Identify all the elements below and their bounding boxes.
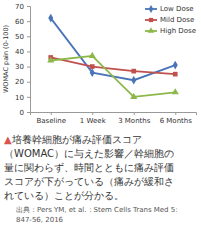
caption-line: れている）ことが分かる。 (4, 190, 124, 201)
caption-line: （WOMAC）に与えた影響／幹細胞の (4, 148, 174, 159)
y-tick-mark (27, 6, 30, 7)
y-tick: 20 (15, 78, 30, 86)
series-marker (173, 61, 178, 70)
series-marker (47, 56, 54, 62)
x-tick-mark (134, 112, 135, 115)
x-axis-line (31, 113, 197, 116)
source-line: 出典：Pers YM, et al.：Stem Cells Trans Med … (16, 206, 178, 214)
legend-marker (149, 5, 154, 13)
y-tick-label: 60 (15, 18, 24, 26)
y-tick-mark (27, 112, 30, 113)
series-line (51, 18, 176, 80)
y-tick-label: 20 (15, 78, 24, 86)
x-tick-label: 1 Week (80, 117, 107, 125)
y-axis-line (27, 7, 31, 113)
y-tick-mark (27, 36, 30, 37)
x-tick: Baseline (36, 112, 66, 125)
y-tick-mark (27, 97, 30, 98)
y-tick-label: 0 (20, 109, 24, 117)
x-tick-mark (92, 112, 93, 115)
legend-label: Mild Dose (160, 16, 194, 24)
x-tick: 3 Months (118, 112, 151, 125)
source-line: 847-56, 2016 (16, 216, 64, 224)
y-tick: 70 (15, 3, 30, 11)
legend-marker (149, 18, 153, 22)
series-marker (172, 88, 179, 94)
x-axis: Baseline 1 Week 3 Months 6 Months (31, 112, 197, 125)
y-tick-label: 50 (15, 33, 24, 41)
legend-marker (148, 27, 154, 33)
series-marker (89, 52, 96, 58)
series-marker (48, 14, 53, 23)
chart: 0 10 20 30 40 50 60 70 Baseline 1 Week 3 Months 6 M… (0, 0, 201, 229)
series-marker (90, 64, 95, 69)
y-tick-label: 40 (15, 48, 24, 56)
y-tick: 10 (15, 94, 30, 102)
series-marker (131, 69, 136, 74)
caption-line: 量に関わらず、時間とともに痛み評価 (4, 162, 174, 174)
y-axis-title: WOMAC pain (0-100) (2, 25, 10, 93)
y-tick: 0 (20, 109, 30, 117)
x-tick-mark (51, 112, 52, 115)
legend-label: Low Dose (160, 5, 194, 13)
y-tick: 60 (15, 18, 30, 26)
series-marker (90, 68, 95, 77)
series-line (51, 56, 176, 97)
caption-line: スコアが下がっている（痛みが緩和さ (4, 176, 174, 187)
y-tick: 30 (15, 63, 30, 71)
y-tick-label: 70 (15, 3, 24, 11)
x-tick-mark (175, 112, 176, 115)
y-tick-mark (27, 21, 30, 22)
series-line (51, 57, 176, 74)
series-marker (173, 72, 178, 77)
x-tick: 1 Week (80, 112, 107, 125)
y-tick-mark (27, 82, 30, 83)
x-tick: 6 Months (160, 112, 193, 125)
legend-label: High Dose (160, 27, 196, 35)
legend: Low Dose Mild Dose High Dose (145, 5, 196, 35)
y-tick-mark (27, 51, 30, 52)
x-tick-label: 6 Months (160, 117, 193, 125)
x-tick-label: Baseline (36, 117, 66, 125)
y-axis: 0 10 20 30 40 50 60 70 (15, 3, 30, 117)
series-marker (130, 93, 137, 99)
y-tick-label: 30 (15, 63, 24, 71)
y-tick: 40 (15, 48, 30, 56)
caption: ▲培養幹細胞が痛み評価スコア （WOMAC）に与えた影響／幹細胞の量に関わらず、時… (4, 134, 174, 201)
x-tick-label: 3 Months (118, 117, 151, 125)
y-tick: 50 (15, 33, 30, 41)
caption-line: ▲培養幹細胞が痛み評価スコア (4, 134, 142, 145)
y-tick-mark (27, 67, 30, 68)
y-tick-label: 10 (15, 94, 24, 102)
series-marker (131, 76, 136, 85)
